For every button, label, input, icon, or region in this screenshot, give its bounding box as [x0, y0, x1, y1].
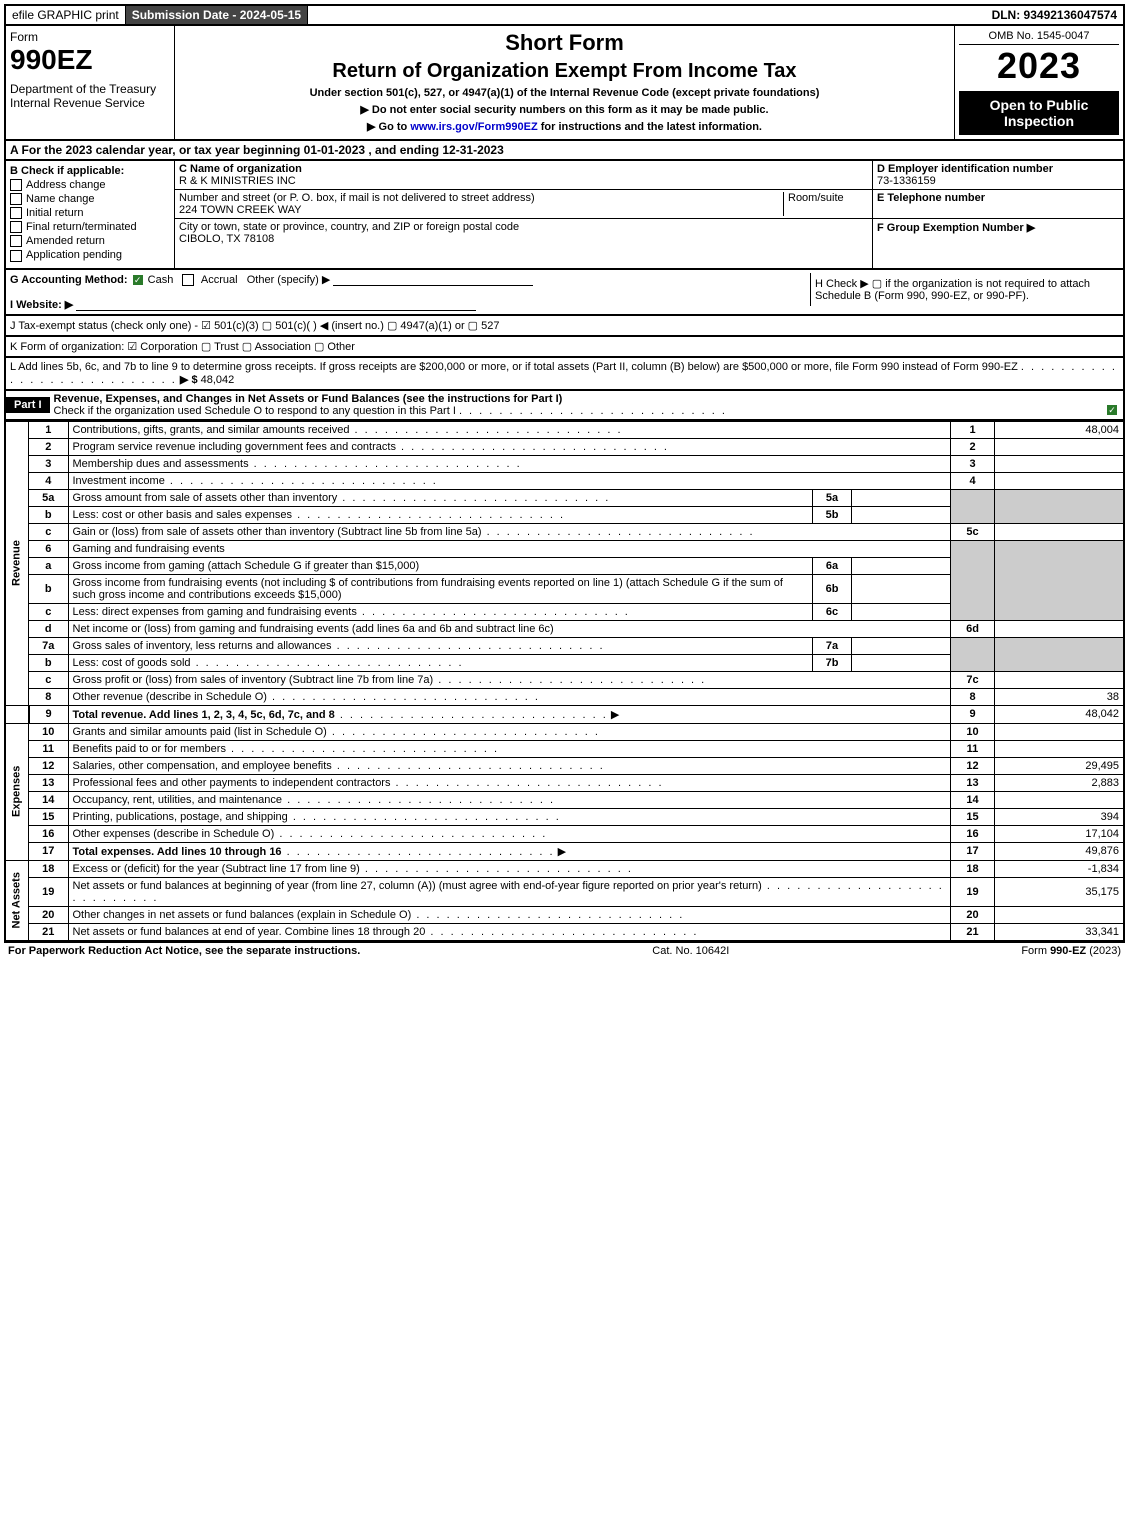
line17-value: 49,876	[995, 842, 1125, 860]
f-label: F Group Exemption Number ▶	[877, 222, 1035, 234]
line8-value: 38	[995, 688, 1125, 705]
g-label: G Accounting Method:	[10, 274, 128, 286]
org-city: CIBOLO, TX 78108	[179, 233, 274, 245]
netassets-vlabel: Net Assets	[5, 860, 29, 941]
cash-check-icon: ✓	[133, 275, 143, 285]
dept-treasury: Department of the Treasury	[10, 82, 170, 96]
c-name-label: C Name of organization	[179, 163, 302, 175]
l-text: L Add lines 5b, 6c, and 7b to line 9 to …	[10, 361, 1018, 373]
line18-value: -1,834	[995, 860, 1125, 877]
col-def: D Employer identification number 73-1336…	[873, 161, 1123, 268]
footer-left: For Paperwork Reduction Act Notice, see …	[8, 945, 360, 957]
form-header: Form 990EZ Department of the Treasury In…	[4, 26, 1125, 141]
top-bar: efile GRAPHIC print Submission Date - 20…	[4, 4, 1125, 26]
line16-value: 17,104	[995, 825, 1125, 842]
line21-value: 33,341	[995, 923, 1125, 941]
goto-line: ▶ Go to www.irs.gov/Form990EZ for instru…	[183, 120, 946, 133]
j-line: J Tax-exempt status (check only one) - ☑…	[4, 316, 1125, 337]
c-city-label: City or town, state or province, country…	[179, 221, 519, 233]
checkbox-name[interactable]	[10, 193, 22, 205]
omb-number: OMB No. 1545-0047	[959, 30, 1119, 45]
dln: DLN: 93492136047574	[986, 6, 1123, 24]
footer-mid: Cat. No. 10642I	[652, 945, 729, 957]
b-label: B Check if applicable:	[10, 165, 170, 177]
room-suite: Room/suite	[783, 192, 868, 216]
part1-label: Part I	[6, 397, 50, 413]
i-label: I Website: ▶	[10, 299, 73, 311]
e-label: E Telephone number	[877, 192, 985, 204]
checkbox-amend[interactable]	[10, 235, 22, 247]
l-value: 48,042	[201, 374, 235, 386]
line13-value: 2,883	[995, 774, 1125, 791]
d-label: D Employer identification number	[877, 163, 1053, 175]
form-word: Form	[10, 30, 170, 44]
info-grid: B Check if applicable: Address change Na…	[4, 161, 1125, 270]
line15-value: 394	[995, 808, 1125, 825]
return-title: Return of Organization Exempt From Incom…	[183, 60, 946, 83]
org-street: 224 TOWN CREEK WAY	[179, 204, 301, 216]
lines-table: Revenue 1 Contributions, gifts, grants, …	[4, 421, 1125, 942]
header-center: Short Form Return of Organization Exempt…	[175, 26, 955, 139]
line1-value: 48,004	[995, 421, 1125, 438]
submission-date: Submission Date - 2024-05-15	[126, 6, 308, 24]
checkbox-init[interactable]	[10, 207, 22, 219]
part1-header: Part I Revenue, Expenses, and Changes in…	[4, 391, 1125, 421]
h-box: H Check ▶ ▢ if the organization is not r…	[810, 273, 1119, 306]
other-specify-blank	[333, 273, 533, 286]
form-number: 990EZ	[10, 44, 170, 76]
k-line: K Form of organization: ☑ Corporation ▢ …	[4, 337, 1125, 358]
revenue-vlabel: Revenue	[5, 421, 29, 705]
accrual-checkbox[interactable]	[182, 274, 194, 286]
under-section: Under section 501(c), 527, or 4947(a)(1)…	[183, 87, 946, 99]
page-footer: For Paperwork Reduction Act Notice, see …	[4, 942, 1125, 959]
l-line: L Add lines 5b, 6c, and 7b to line 9 to …	[4, 358, 1125, 391]
col-b: B Check if applicable: Address change Na…	[6, 161, 175, 268]
part1-title: Revenue, Expenses, and Changes in Net As…	[54, 393, 563, 405]
org-name: R & K MINISTRIES INC	[179, 175, 296, 187]
checkbox-addr[interactable]	[10, 179, 22, 191]
header-left: Form 990EZ Department of the Treasury In…	[6, 26, 175, 139]
part1-check-icon: ✓	[1107, 405, 1117, 415]
short-form-title: Short Form	[183, 30, 946, 56]
checkbox-app[interactable]	[10, 250, 22, 262]
checkbox-final[interactable]	[10, 221, 22, 233]
expenses-vlabel: Expenses	[5, 723, 29, 860]
header-right: OMB No. 1545-0047 2023 Open to Public In…	[955, 26, 1123, 139]
open-public: Open to Public Inspection	[959, 91, 1119, 135]
website-blank	[76, 298, 476, 311]
no-ssn-line: ▶ Do not enter social security numbers o…	[183, 103, 946, 116]
col-c: C Name of organization R & K MINISTRIES …	[175, 161, 873, 268]
line19-value: 35,175	[995, 877, 1125, 906]
irs-link[interactable]: www.irs.gov/Form990EZ	[410, 121, 537, 133]
section-a: A For the 2023 calendar year, or tax yea…	[4, 141, 1125, 161]
line9-value: 48,042	[995, 705, 1125, 723]
g-h-row: H Check ▶ ▢ if the organization is not r…	[4, 270, 1125, 316]
part1-check: Check if the organization used Schedule …	[54, 405, 456, 417]
efile-label: efile GRAPHIC print	[6, 6, 126, 24]
tax-year: 2023	[959, 45, 1119, 87]
irs-label: Internal Revenue Service	[10, 96, 170, 110]
ein: 73-1336159	[877, 175, 936, 187]
line12-value: 29,495	[995, 757, 1125, 774]
footer-right: Form 990-EZ (2023)	[1021, 945, 1121, 957]
c-street-label: Number and street (or P. O. box, if mail…	[179, 192, 535, 204]
